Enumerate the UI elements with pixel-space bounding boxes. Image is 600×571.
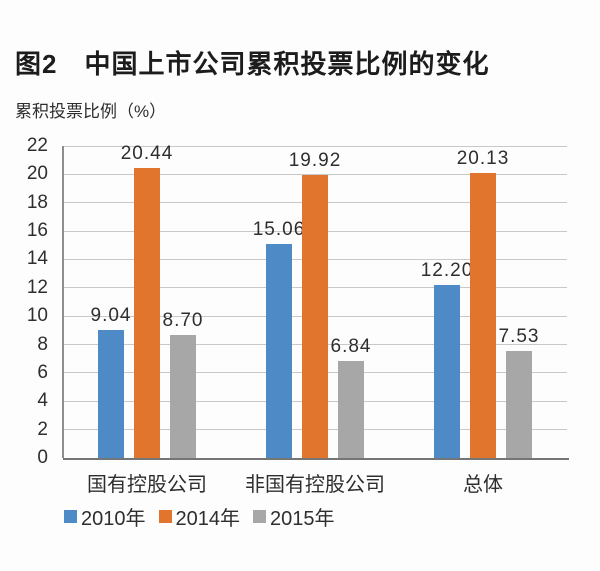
legend-item-year-2014: 2014年 <box>158 502 241 531</box>
gridline-22 <box>63 145 567 147</box>
category-label-overall: 总体 <box>463 474 503 496</box>
bar-year-2010-overall <box>434 284 460 458</box>
y-tick-label-8: 8 <box>37 333 48 355</box>
value-label-year-2014-overall: 20.13 <box>456 147 510 169</box>
y-tick-label-10: 10 <box>26 305 48 327</box>
y-tick-label-12: 12 <box>26 276 48 298</box>
y-tick-label-2: 2 <box>37 418 48 440</box>
y-tick-label-6: 6 <box>37 361 48 383</box>
bar-year-2010-state-controlled <box>98 329 124 458</box>
bar-year-2014-overall <box>470 172 496 458</box>
legend-swatch-year-2015 <box>253 510 266 523</box>
x-axis-line <box>63 458 569 460</box>
value-label-year-2014-non-state-controlled: 19.92 <box>288 150 342 172</box>
legend-swatch-year-2014 <box>158 510 172 523</box>
bar-year-2010-non-state-controlled <box>266 244 292 458</box>
legend-item-year-2010: 2010年 <box>64 502 146 531</box>
value-label-year-2015-state-controlled: 8.70 <box>162 309 204 331</box>
bar-year-2014-non-state-controlled <box>302 175 328 458</box>
value-label-year-2010-overall: 12.20 <box>420 259 474 281</box>
bar-year-2015-overall <box>506 351 532 458</box>
y-tick-label-22: 22 <box>26 135 48 156</box>
legend-label-year-2014: 2014年 <box>175 508 241 530</box>
y-tick-label-20: 20 <box>26 163 48 185</box>
category-label-state-controlled: 国有控股公司 <box>87 474 207 496</box>
gridline-20 <box>63 173 567 175</box>
legend-item-year-2015: 2015年 <box>253 502 335 531</box>
y-axis-line <box>62 146 64 458</box>
value-label-year-2010-non-state-controlled: 15.06 <box>252 219 306 241</box>
legend-swatch-year-2010 <box>64 510 77 523</box>
legend: 2010年 2014年 2015年 <box>64 502 335 531</box>
value-label-year-2010-state-controlled: 9.04 <box>90 304 132 326</box>
chart-title: 图2 中国上市公司累积投票比例的变化 <box>15 49 490 79</box>
bar-year-2015-state-controlled <box>170 334 196 458</box>
y-axis-title: 累积投票比例（%） <box>15 102 167 121</box>
y-tick-label-18: 18 <box>26 191 48 213</box>
y-tick-label-0: 0 <box>37 447 48 468</box>
value-label-year-2015-overall: 7.53 <box>498 326 540 348</box>
y-tick-label-14: 14 <box>26 248 48 270</box>
category-label-non-state-controlled: 非国有控股公司 <box>245 474 385 496</box>
y-tick-label-16: 16 <box>26 220 48 242</box>
y-tick-label-4: 4 <box>37 390 48 412</box>
bar-year-2014-state-controlled <box>134 168 160 458</box>
legend-label-year-2015: 2015年 <box>270 508 335 530</box>
value-label-year-2015-non-state-controlled: 6.84 <box>330 335 372 357</box>
legend-label-year-2010: 2010年 <box>81 508 146 530</box>
bar-year-2015-non-state-controlled <box>338 360 364 458</box>
value-label-year-2014-state-controlled: 20.44 <box>120 143 174 165</box>
